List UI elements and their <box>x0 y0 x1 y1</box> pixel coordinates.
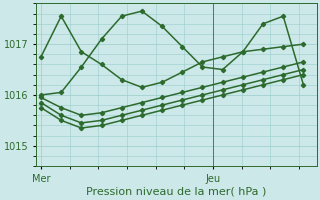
X-axis label: Pression niveau de la mer( hPa ): Pression niveau de la mer( hPa ) <box>86 187 266 197</box>
